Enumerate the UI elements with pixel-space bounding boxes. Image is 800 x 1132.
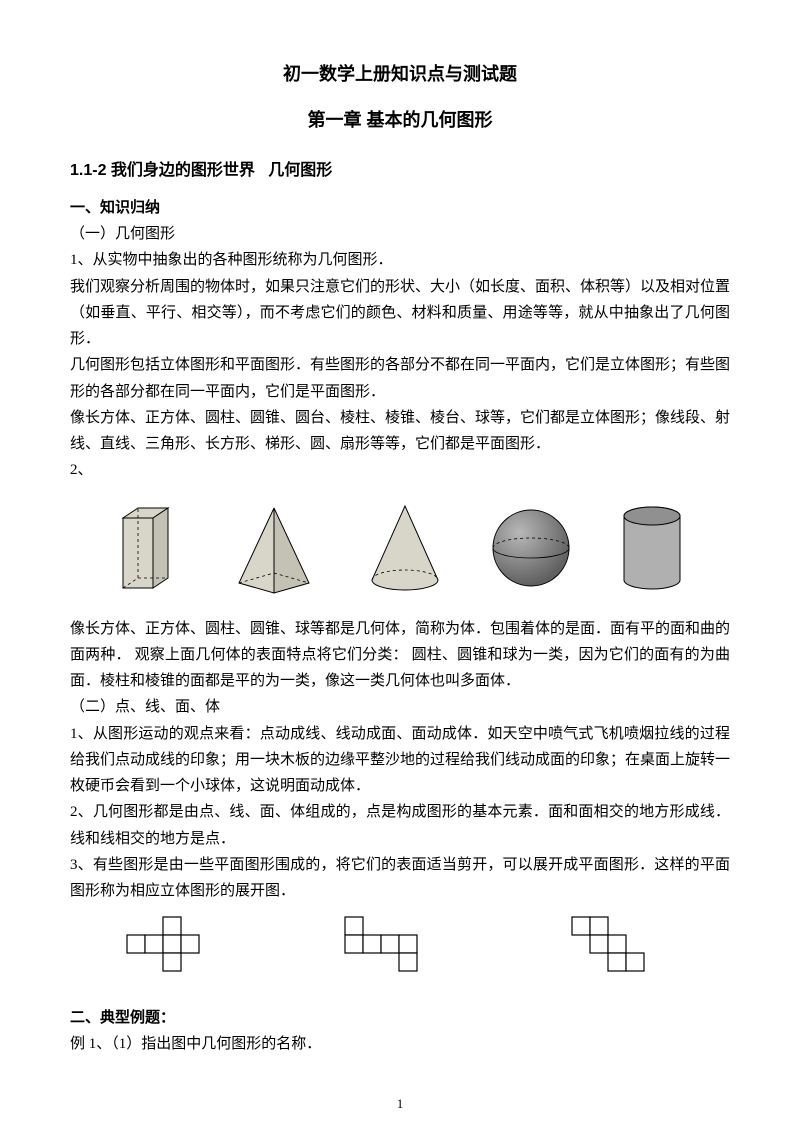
cone-icon [360,498,450,598]
nets-figure-row [70,904,730,998]
paragraph: 1、从图形运动的观点来看：点动成线、线动成面、面动成体．如天空中喷气式飞机喷烟拉… [70,721,730,800]
subsection-2: （二）点、线、面、体 [70,694,730,720]
subsection-1: （一）几何图形 [70,221,730,247]
heading-examples: 二、典型例题： [70,1006,730,1027]
cuboid-icon [108,498,188,598]
section-number: 1.1-2 我们身边的图形世界 几何图形 [70,156,730,180]
paragraph: 3、有些图形是由一些平面图形围成的，将它们的表面适当剪开，可以展开成平面图形．这… [70,852,730,905]
solids-figure-row [70,488,730,608]
net-2-icon [315,912,465,982]
paragraph: 2、几何图形都是由点、线、面、体组成的，点是构成图形的基本元素．面和面相交的地方… [70,799,730,852]
heading-knowledge: 一、知识归纳 [70,196,730,217]
sphere-icon [486,498,576,598]
paragraph: 像长方体、正方体、圆柱、圆锥、球等都是几何体，简称为体．包围着体的是面．面有平的… [70,616,730,695]
paragraph: 例 1、（1）指出图中几何图形的名称． [70,1031,730,1057]
page-number: 1 [0,1096,800,1112]
paragraph: 我们观察分析周围的物体时，如果只注意它们的形状、大小（如长度、面积、体积等）以及… [70,274,730,353]
paragraph: 2、 [70,457,730,483]
pyramid-icon [224,498,324,598]
title-chapter: 第一章 基本的几何图形 [70,106,730,132]
net-1-icon [108,912,238,982]
cylinder-icon [612,498,692,598]
paragraph: 像长方体、正方体、圆柱、圆锥、圆台、棱柱、棱锥、棱台、球等，它们都是立体图形；像… [70,405,730,458]
paragraph: 1、从实物中抽象出的各种图形统称为几何图形． [70,247,730,273]
net-3-icon [542,912,692,982]
title-main: 初一数学上册知识点与测试题 [70,60,730,86]
paragraph: 几何图形包括立体图形和平面图形．有些图形的各部分不都在同一平面内，它们是立体图形… [70,352,730,405]
